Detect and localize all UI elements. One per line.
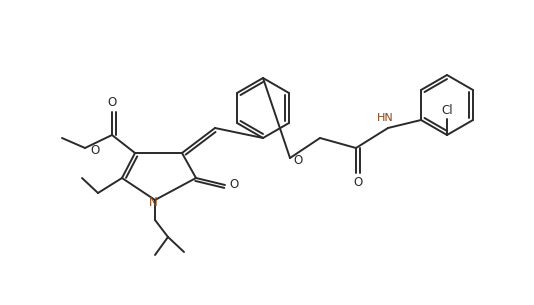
Text: O: O (107, 96, 116, 109)
Text: O: O (293, 153, 302, 167)
Text: HN: HN (376, 113, 394, 123)
Text: N: N (148, 196, 158, 209)
Text: O: O (230, 178, 239, 192)
Text: O: O (90, 143, 99, 156)
Text: O: O (354, 177, 363, 189)
Text: Cl: Cl (441, 105, 453, 117)
